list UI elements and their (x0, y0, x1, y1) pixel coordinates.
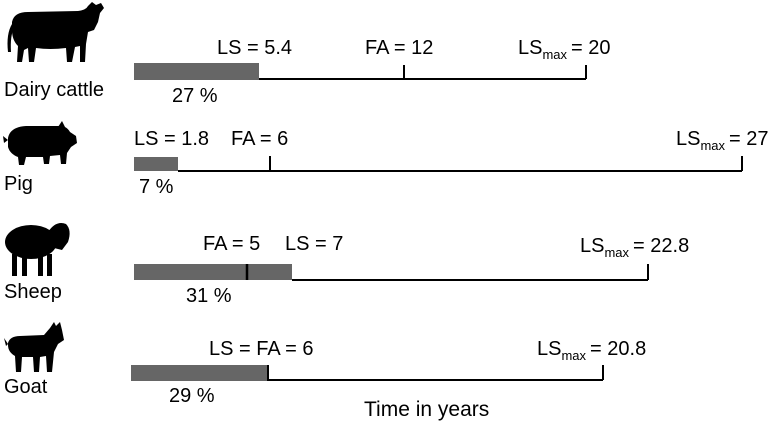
ls-label: LS = 1.8 (134, 128, 209, 150)
percent-label: 7 % (139, 176, 174, 198)
percent-label: 31 % (186, 285, 232, 307)
sheep-icon (5, 223, 70, 276)
ls-share-bar (134, 264, 292, 280)
goat-icon (4, 322, 64, 372)
pig-icon (3, 121, 77, 165)
animal-label: Dairy cattle (4, 79, 104, 101)
row-goat: Goat LS = FA = 6 LSmax = 20.8 29 % (4, 322, 646, 407)
row-dairy-cattle: Dairy cattle LS = 5.4 FA = 12 LSmax = 20 … (4, 2, 611, 107)
fa-label: FA = 6 (231, 128, 288, 150)
animal-label: Sheep (4, 281, 62, 303)
ls-share-bar (134, 157, 178, 171)
ls-share-bar (134, 63, 259, 80)
animal-label: Pig (4, 173, 33, 195)
ls-share-bar (131, 365, 268, 381)
lsmax-label: LSmax = 20.8 (537, 338, 646, 363)
ls-label: LS = 5.4 (217, 37, 292, 59)
fa-label: FA = 5 (203, 233, 260, 255)
ls-label: LS = 7 (285, 233, 343, 255)
lsmax-label: LSmax = 20 (518, 37, 611, 62)
row-sheep: Sheep FA = 5 LS = 7 LSmax = 22.8 31 % (4, 223, 689, 307)
fa-label: FA = 12 (365, 37, 433, 59)
lsmax-label: LSmax = 27 (676, 128, 769, 153)
cow-icon (7, 2, 104, 62)
lsmax-label: LSmax = 22.8 (580, 235, 689, 260)
ls-fa-label: LS = FA = 6 (209, 338, 314, 360)
animal-label: Goat (4, 376, 48, 398)
axis-title: Time in years (364, 398, 489, 421)
percent-label: 29 % (169, 385, 215, 407)
percent-label: 27 % (172, 85, 218, 107)
row-pig: Pig LS = 1.8 FA = 6 LSmax = 27 7 % (3, 121, 769, 198)
